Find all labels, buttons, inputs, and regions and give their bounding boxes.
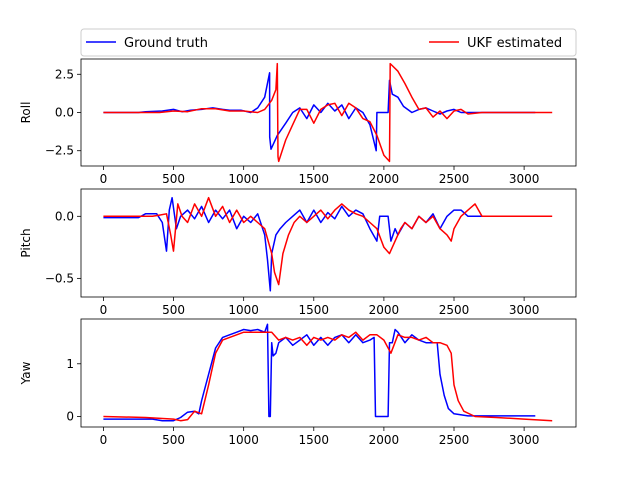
series-group-roll xyxy=(103,62,553,163)
pitch-y-tick-label: 0.0 xyxy=(55,209,74,223)
pitch-y-tick-label: −0.5 xyxy=(45,271,74,285)
yaw-y-tick-label: 0 xyxy=(66,409,74,423)
panel-roll: 0 500 1000 1500 2000 2500 3000 2.5 0.0 −2.5 Roll xyxy=(19,58,577,186)
panel-yaw: 0 500 1000 1500 2000 2500 3000 1 0 Yaw xyxy=(19,318,577,447)
legend: Ground truth UKF estimated xyxy=(80,28,577,57)
roll-x-tick-label: 500 xyxy=(162,172,185,186)
roll-y-tick-label: −2.5 xyxy=(45,144,74,158)
roll-x-tick-label: 3000 xyxy=(509,172,540,186)
pitch-x-tick-label: 1500 xyxy=(299,303,330,317)
yaw-x-tick-label: 0 xyxy=(100,433,108,447)
roll-x-tick-label: 1000 xyxy=(228,172,259,186)
yaw-x-tick-label: 3000 xyxy=(509,433,540,447)
yaw-y-tick-label: 1 xyxy=(66,357,74,371)
roll-x-tick-label: 2000 xyxy=(369,172,400,186)
yaw-x-tick-label: 500 xyxy=(162,433,185,447)
roll-y-axis-label: Roll xyxy=(19,102,33,124)
yaw-x-tick-label: 1000 xyxy=(228,433,259,447)
roll-y-tick-label: 0.0 xyxy=(55,106,74,120)
yaw-axes-frame xyxy=(80,318,577,428)
roll-x-tick-label: 0 xyxy=(100,172,108,186)
yaw-x-tick-label: 2500 xyxy=(439,433,470,447)
legend-label-ground-truth: Ground truth xyxy=(124,36,208,51)
yaw-series-ground-truth xyxy=(103,323,536,422)
pitch-x-tick-label: 2500 xyxy=(439,303,470,317)
legend-frame xyxy=(80,28,577,57)
roll-y-tick-label: 2.5 xyxy=(55,67,74,81)
yaw-x-tick-label: 2000 xyxy=(369,433,400,447)
pitch-x-tick-label: 0 xyxy=(100,303,108,317)
roll-series-ukf-estimated xyxy=(103,62,553,163)
yaw-y-axis-label: Yaw xyxy=(19,361,33,385)
roll-x-tick-label: 2500 xyxy=(439,172,470,186)
roll-x-tick-label: 1500 xyxy=(299,172,330,186)
pitch-axes-frame xyxy=(80,188,577,298)
panel-pitch: 0 500 1000 1500 2000 2500 3000 0.0 −0.5 Pitch xyxy=(19,188,577,317)
series-group-yaw xyxy=(103,323,553,422)
pitch-y-axis-label: Pitch xyxy=(19,228,33,257)
pitch-x-tick-label: 2000 xyxy=(369,303,400,317)
pitch-x-tick-label: 500 xyxy=(162,303,185,317)
yaw-x-tick-label: 1500 xyxy=(299,433,330,447)
pitch-x-tick-label: 3000 xyxy=(509,303,540,317)
legend-label-ukf-estimated: UKF estimated xyxy=(467,36,562,51)
pitch-series-ukf-estimated xyxy=(103,196,553,286)
pitch-x-tick-label: 1000 xyxy=(228,303,259,317)
series-group-pitch xyxy=(103,196,553,292)
yaw-series-ukf-estimated xyxy=(103,331,553,422)
